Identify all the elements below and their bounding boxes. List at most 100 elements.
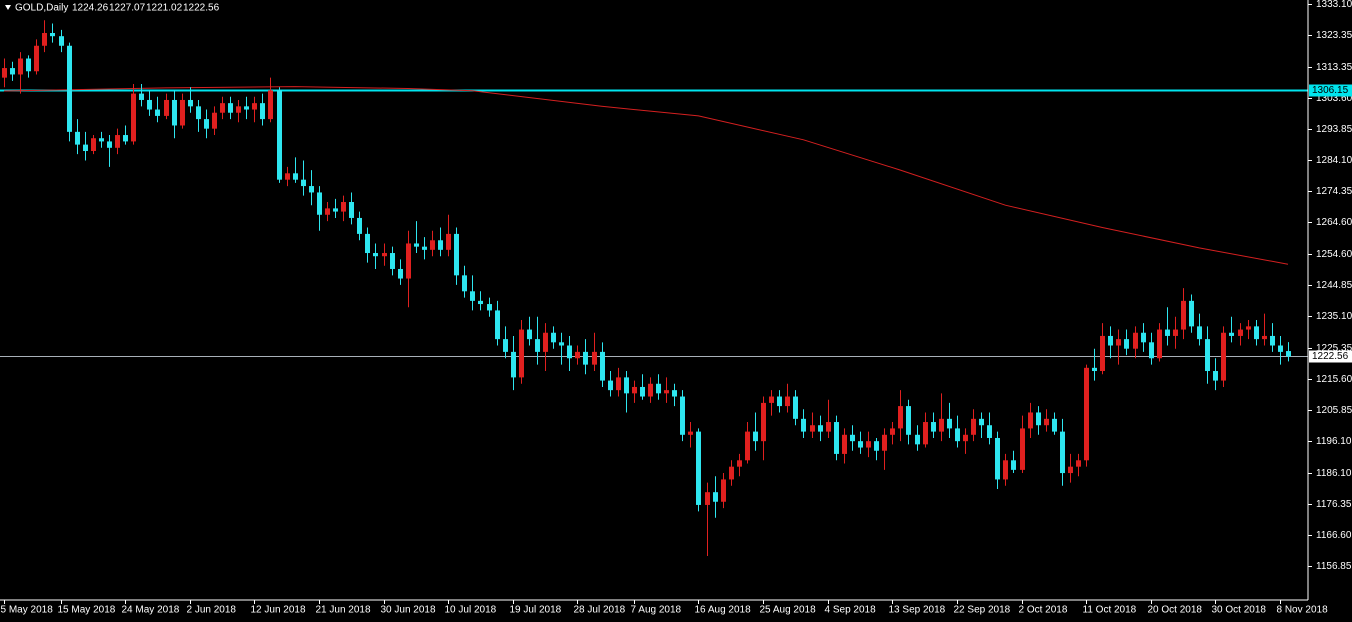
candle-body: [91, 138, 96, 151]
candle-body: [236, 106, 241, 113]
candle-body: [761, 402, 766, 442]
candle-body: [866, 441, 871, 448]
candle-body: [519, 329, 524, 378]
low-value: 1221.02: [146, 3, 183, 14]
candle-body: [398, 268, 403, 279]
candle-body: [301, 179, 306, 187]
candle-body: [10, 68, 15, 75]
y-tick-label: 1166.60: [1316, 530, 1352, 541]
candle-body: [1286, 351, 1291, 357]
candle-body: [737, 460, 742, 467]
candle-body: [26, 58, 31, 72]
x-tick-label: 2 Oct 2018: [1019, 605, 1068, 616]
candle-body: [632, 386, 637, 394]
candle-body: [947, 418, 952, 429]
y-tick-label: 1244.85: [1316, 280, 1352, 291]
candle-body: [1116, 339, 1121, 346]
x-tick-label: 5 May 2018: [1, 605, 54, 616]
candle-body: [1205, 339, 1210, 372]
candle-body: [575, 351, 580, 359]
candle-body: [801, 418, 806, 432]
candle-body: [1238, 329, 1243, 336]
level-price-box: [1309, 84, 1352, 97]
candle-body: [834, 422, 839, 454]
candle-body: [277, 90, 282, 180]
candle-body: [454, 233, 459, 276]
candle-body: [648, 383, 653, 397]
candle-body: [228, 103, 233, 113]
candle-body: [430, 240, 435, 250]
candle-body: [721, 479, 726, 502]
candle-body: [268, 90, 273, 120]
x-tick-label: 16 Aug 2018: [695, 605, 752, 616]
candle-body: [373, 253, 378, 257]
candle-body: [535, 339, 540, 352]
candle-body: [923, 422, 928, 445]
x-tick-label: 11 Oct 2018: [1083, 605, 1137, 616]
x-tick-label: 24 May 2018: [122, 605, 180, 616]
candle-body: [1157, 329, 1162, 359]
candle-body: [131, 93, 136, 142]
open-value: 1224.26: [72, 3, 109, 14]
candle-body: [769, 396, 774, 403]
candle-body: [656, 383, 661, 394]
candle-body: [1197, 326, 1202, 340]
candle-body: [1173, 329, 1178, 336]
candle-body: [931, 422, 936, 432]
candle-body: [309, 186, 314, 193]
candle-body: [75, 131, 80, 145]
candle-body: [1270, 335, 1275, 346]
menu-triangle[interactable]: [5, 5, 11, 10]
x-tick-label: 30 Oct 2018: [1212, 605, 1267, 616]
candle-body: [640, 386, 645, 397]
candle-body: [1213, 371, 1218, 381]
candle-body: [487, 304, 492, 311]
candle-body: [624, 377, 629, 394]
candle-body: [1278, 345, 1283, 352]
candle-body: [672, 390, 677, 397]
candle-body: [826, 422, 831, 432]
close-value: 1222.56: [183, 3, 220, 14]
candle-body: [688, 431, 693, 435]
candle-body: [1060, 431, 1065, 474]
candle-body: [608, 380, 613, 391]
x-tick-label: 12 Jun 2018: [251, 605, 306, 616]
y-tick-label: 1333.10: [1316, 0, 1352, 10]
candle-body: [204, 119, 209, 129]
candle-body: [1036, 412, 1041, 426]
x-tick-label: 20 Oct 2018: [1148, 605, 1203, 616]
candle-body: [713, 492, 718, 502]
candle-body: [107, 141, 112, 148]
candle-body: [898, 406, 903, 429]
candle-body: [42, 33, 47, 46]
candle-body: [18, 58, 23, 75]
y-tick-label: 1205.85: [1316, 405, 1352, 416]
candle-body: [164, 99, 169, 116]
candle-body: [583, 351, 588, 365]
candle-body: [1165, 329, 1170, 336]
candle-body: [1262, 335, 1267, 340]
candle-body: [333, 208, 338, 212]
candle-body: [252, 103, 257, 110]
candle-body: [858, 441, 863, 448]
y-tick-label: 1156.85: [1316, 561, 1352, 572]
candle-body: [155, 109, 160, 116]
level-price: 1306.15: [1312, 85, 1349, 96]
candle-body: [422, 246, 427, 250]
symbol: GOLD,Daily: [15, 3, 68, 14]
candle-body: [446, 233, 451, 250]
candle-body: [1076, 460, 1081, 467]
y-tick-label: 1235.10: [1316, 311, 1352, 322]
candle-body: [1221, 332, 1226, 381]
candle-body: [1149, 342, 1154, 359]
candle-body: [83, 144, 88, 151]
candle-body: [1124, 339, 1129, 349]
candle-body: [559, 342, 564, 346]
y-tick-label: 1186.10: [1316, 468, 1352, 479]
candle-body: [59, 36, 64, 46]
x-tick-label: 22 Sep 2018: [954, 605, 1011, 616]
candle-body: [341, 202, 346, 212]
candle-body: [963, 434, 968, 442]
candle-body: [172, 99, 177, 126]
